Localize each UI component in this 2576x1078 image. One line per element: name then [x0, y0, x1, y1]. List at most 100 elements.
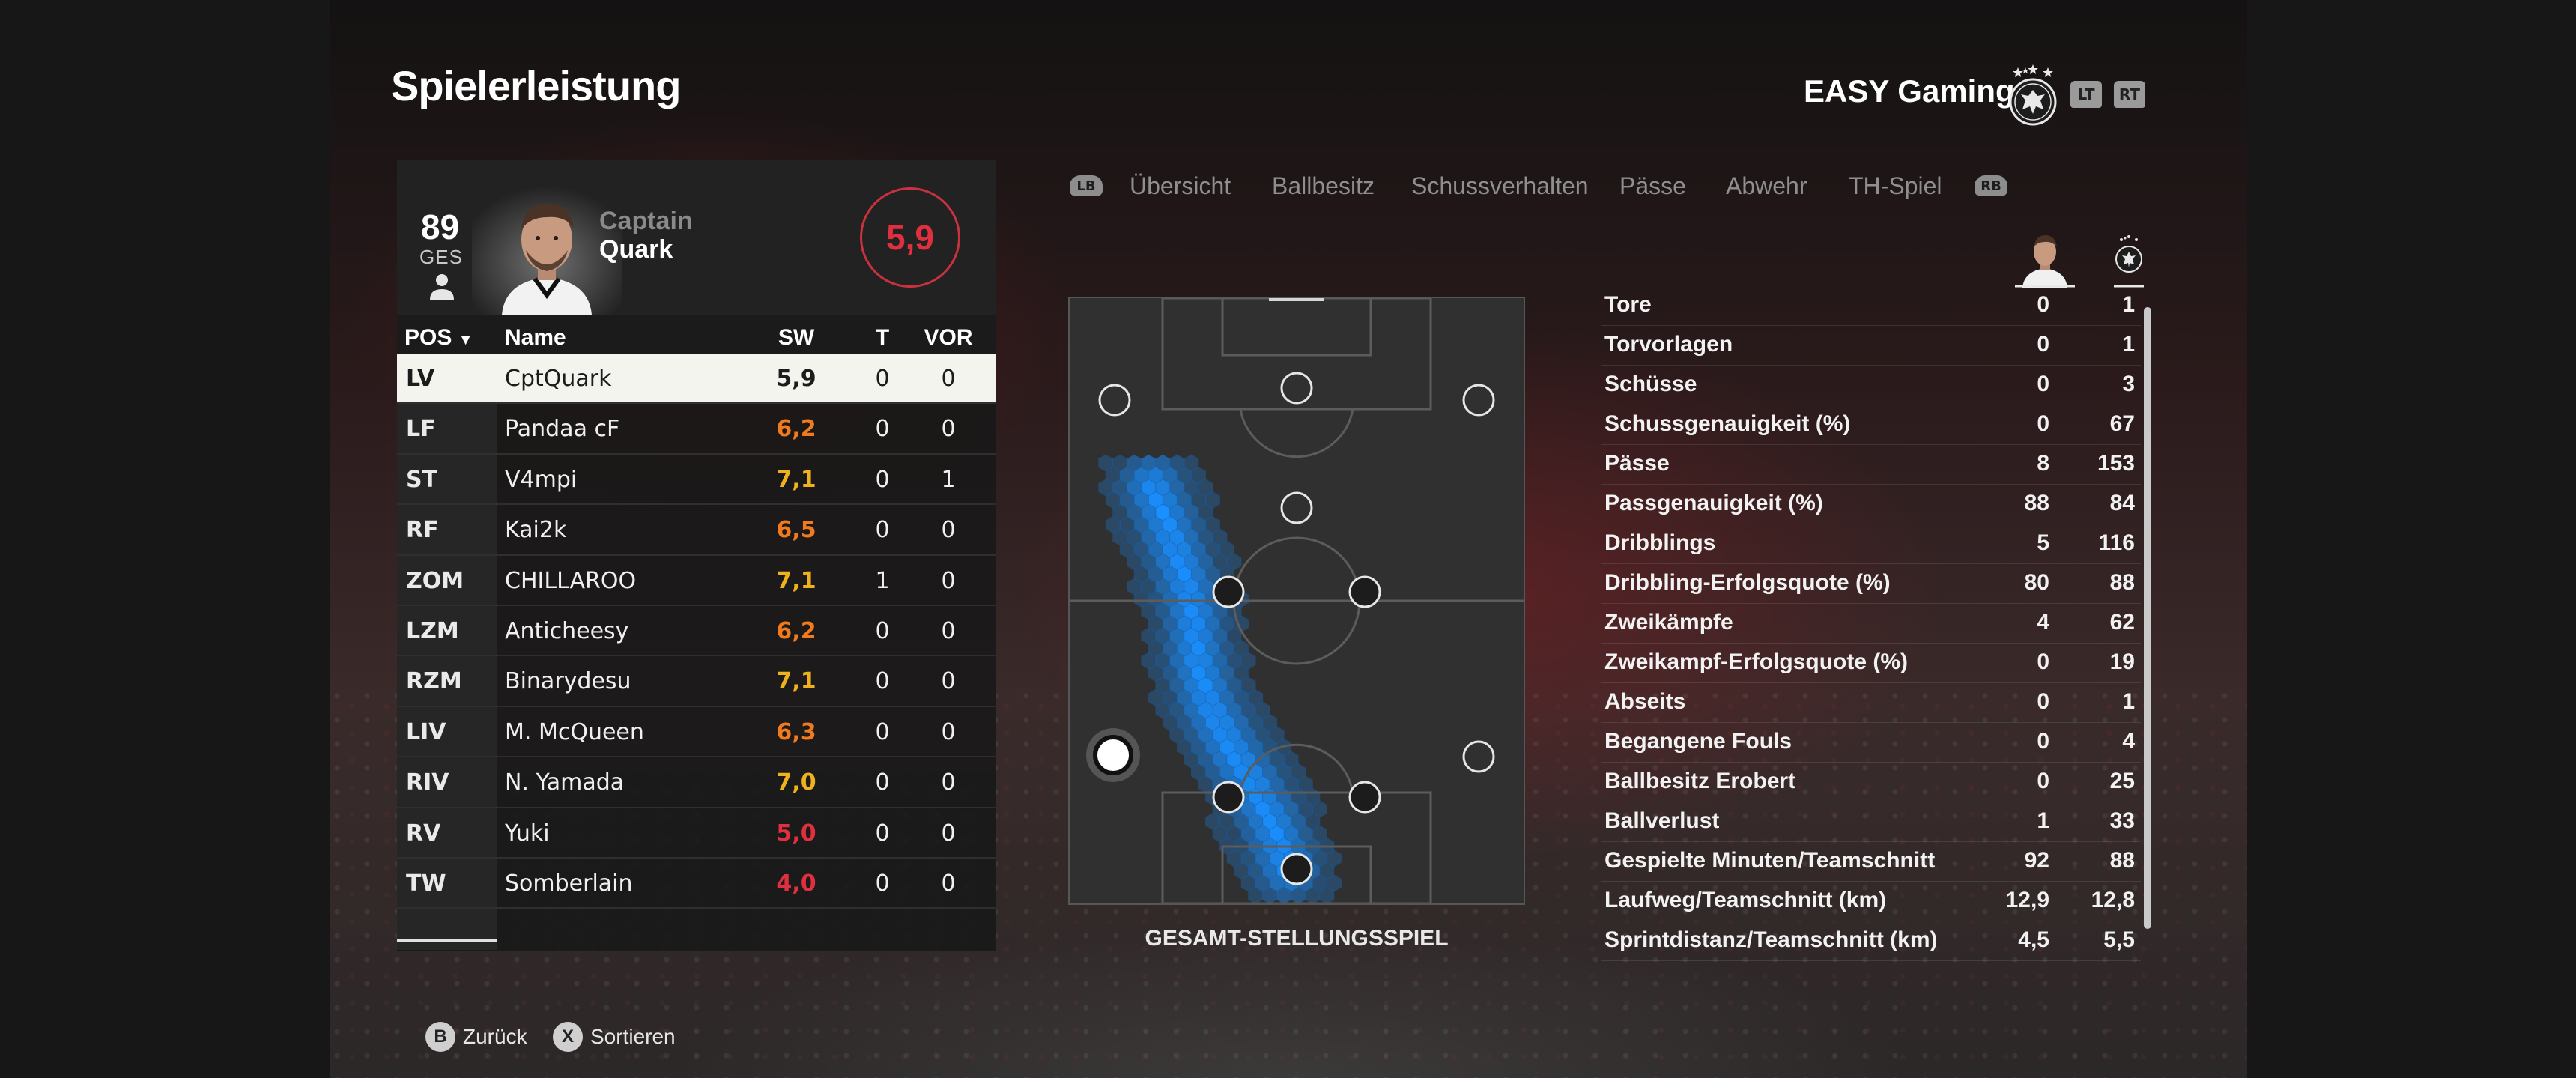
- column-t[interactable]: T: [875, 325, 890, 350]
- column-sw[interactable]: SW: [778, 325, 815, 350]
- table-row[interactable]: LF Pandaa cF 6,2 0 0: [397, 404, 996, 455]
- row-goals: 0: [875, 870, 890, 897]
- stat-label: Zweikämpfe: [1604, 610, 1733, 635]
- table-row[interactable]: LZM Anticheesy 6,2 0 0: [397, 606, 996, 657]
- stat-row: Dribbling-Erfolgsquote (%) 80 88: [1601, 564, 2141, 604]
- tab-overview[interactable]: Übersicht: [1130, 172, 1231, 199]
- stat-label: Tore: [1604, 292, 1652, 317]
- stat-team-value: 1: [2122, 689, 2135, 714]
- stat-label: Ballbesitz Erobert: [1604, 769, 1796, 793]
- stat-team-value: 88: [2109, 848, 2135, 873]
- row-assists: 0: [941, 668, 956, 695]
- stat-row: Zweikämpfe 4 62: [1601, 604, 2141, 644]
- stat-label: Zweikampf-Erfolgsquote (%): [1604, 649, 1909, 674]
- row-player-name: M. McQueen: [505, 718, 644, 745]
- table-row[interactable]: RF Kai2k 6,5 0 0: [397, 505, 996, 556]
- stat-label: Abseits: [1604, 689, 1686, 714]
- stat-player-value: 4,5: [2018, 927, 2049, 952]
- stat-team-value: 88: [2109, 570, 2135, 595]
- row-assists: 0: [941, 567, 956, 594]
- stat-team-value: 62: [2109, 610, 2135, 635]
- stat-row: Tore 0 1: [1601, 286, 2141, 326]
- stat-label: Laufweg/Teamschnitt (km): [1604, 888, 1887, 912]
- rt-trigger-button[interactable]: RT: [2114, 81, 2145, 108]
- row-player-name: CHILLAROO: [505, 567, 637, 594]
- overall-rating: 89: [421, 208, 460, 246]
- selected-player-dot: [1093, 735, 1133, 775]
- page-title: Spielerleistung: [391, 62, 681, 109]
- stat-row: Gespielte Minuten/Teamschnitt 92 88: [1601, 842, 2141, 882]
- table-row[interactable]: ST V4mpi 7,1 0 1: [397, 455, 996, 506]
- row-position: LV: [406, 366, 435, 392]
- back-label: Zurück: [463, 1025, 527, 1048]
- stat-player-value: 12,9: [2005, 888, 2049, 912]
- row-position: RIV: [406, 769, 449, 796]
- tab-defense[interactable]: Abwehr: [1726, 172, 1807, 199]
- stat-row: Zweikampf-Erfolgsquote (%) 0 19: [1601, 644, 2141, 683]
- row-assists: 0: [941, 366, 956, 392]
- tab-passing[interactable]: Pässe: [1619, 172, 1686, 199]
- stat-player-value: 0: [2037, 332, 2049, 357]
- stat-team-value: 25: [2109, 769, 2135, 793]
- left-letterbox: [0, 0, 330, 1078]
- back-hint[interactable]: B Zurück: [425, 1022, 527, 1052]
- tab-shooting[interactable]: Schussverhalten: [1411, 172, 1589, 199]
- row-goals: 1: [875, 567, 890, 594]
- stat-row: Schüsse 0 3: [1601, 366, 2141, 405]
- stat-row: Begangene Fouls 0 4: [1601, 723, 2141, 763]
- column-vor[interactable]: VOR: [924, 325, 973, 350]
- row-match-rating: 7,0: [776, 769, 816, 796]
- row-player-name: V4mpi: [505, 466, 578, 493]
- stat-team-value: 33: [2109, 808, 2135, 833]
- stat-team-value: 12,8: [2091, 888, 2135, 912]
- row-assists: 0: [941, 769, 956, 796]
- table-row[interactable]: RZM Binarydesu 7,1 0 0: [397, 656, 996, 707]
- positioning-heatmap-pitch: [1068, 297, 1525, 905]
- list-scroll-indicator: [397, 939, 497, 942]
- sort-hint[interactable]: X Sortieren: [553, 1022, 676, 1052]
- stat-team-value: 67: [2109, 411, 2135, 436]
- table-row[interactable]: LIV M. McQueen 6,3 0 0: [397, 707, 996, 758]
- column-name[interactable]: Name: [505, 325, 566, 350]
- row-player-name: Anticheesy: [505, 617, 629, 644]
- stat-team-value: 19: [2109, 649, 2135, 674]
- ratings-table-header: POS ▼ Name SW T VOR: [397, 315, 996, 358]
- row-assists: 0: [941, 870, 956, 897]
- table-row[interactable]: TW Somberlain 4,0 0 0: [397, 859, 996, 909]
- row-assists: 0: [941, 820, 956, 847]
- stat-player-value: 5: [2037, 530, 2049, 555]
- stat-label: Begangene Fouls: [1604, 729, 1792, 754]
- player-position-dot: [1280, 372, 1313, 405]
- stat-player-value: 0: [2037, 292, 2049, 317]
- table-row[interactable]: RIV N. Yamada 7,0 0 0: [397, 757, 996, 808]
- match-rating-badge: 5,9: [860, 187, 960, 288]
- table-row[interactable]: RV Yuki 5,0 0 0: [397, 808, 996, 859]
- row-assists: 0: [941, 517, 956, 544]
- stat-label: Ballverlust: [1604, 808, 1720, 833]
- stat-label: Schussgenauigkeit (%): [1604, 411, 1851, 436]
- row-goals: 0: [875, 718, 890, 745]
- lt-trigger-button[interactable]: LT: [2070, 81, 2102, 108]
- stat-player-value: 0: [2037, 689, 2049, 714]
- club-name: EASY Gaming: [1804, 73, 2015, 109]
- stat-label: Passgenauigkeit (%): [1604, 491, 1823, 515]
- stats-comparison-list: Tore 0 1 Torvorlagen 0 1 Schüsse 0 3 Schussgenaui…: [1601, 286, 2141, 961]
- stat-player-value: 92: [2024, 848, 2049, 873]
- table-row[interactable]: ZOM CHILLAROO 7,1 1 0: [397, 556, 996, 606]
- row-player-name: Yuki: [505, 820, 550, 847]
- column-pos[interactable]: POS ▼: [404, 325, 473, 350]
- lb-bumper-button[interactable]: LB: [1070, 175, 1103, 196]
- stat-row: Pässe 8 153: [1601, 445, 2141, 485]
- tab-possession[interactable]: Ballbesitz: [1272, 172, 1375, 199]
- table-row[interactable]: LV CptQuark 5,9 0 0: [397, 354, 996, 405]
- stat-team-value: 4: [2122, 729, 2135, 754]
- position-column-background: [397, 358, 497, 950]
- stats-scrollbar-thumb[interactable]: [2144, 307, 2151, 929]
- player-position-dot: [1280, 853, 1313, 885]
- stat-player-value: 8: [2037, 451, 2049, 476]
- player-position-dot: [1280, 491, 1313, 524]
- rb-bumper-button[interactable]: RB: [1975, 175, 2007, 196]
- tab-goalkeeping[interactable]: TH-Spiel: [1849, 172, 1942, 199]
- row-position: TW: [406, 870, 446, 897]
- team-crest-mini-icon: [2115, 235, 2142, 273]
